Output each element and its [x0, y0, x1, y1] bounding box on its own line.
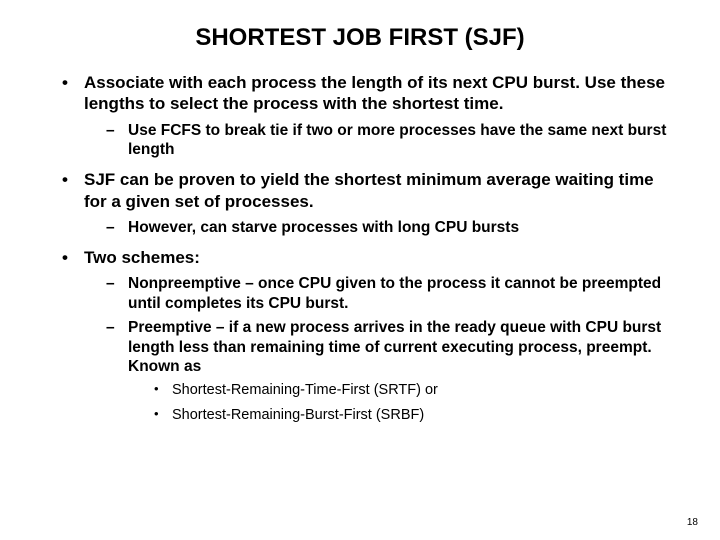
- slide: SHORTEST JOB FIRST (SJF) Associate with …: [0, 0, 720, 540]
- slide-title: SHORTEST JOB FIRST (SJF): [50, 24, 670, 52]
- bullet-text: Associate with each process the length o…: [84, 73, 665, 113]
- bullet-text: However, can starve processes with long …: [128, 219, 519, 236]
- bullet-text: Preemptive – if a new process arrives in…: [128, 319, 661, 375]
- list-item: Associate with each process the length o…: [50, 72, 670, 159]
- bullet-text: SJF can be proven to yield the shortest …: [84, 170, 654, 210]
- bullet-list-level1: Associate with each process the length o…: [50, 72, 670, 425]
- list-item: Shortest-Remaining-Time-First (SRTF) or: [128, 380, 670, 400]
- list-item: Preemptive – if a new process arrives in…: [84, 318, 670, 425]
- list-item: Shortest-Remaining-Burst-First (SRBF): [128, 405, 670, 425]
- list-item: Nonpreemptive – once CPU given to the pr…: [84, 274, 670, 313]
- list-item: However, can starve processes with long …: [84, 218, 670, 237]
- list-item: Two schemes: Nonpreemptive – once CPU gi…: [50, 247, 670, 425]
- bullet-text: Shortest-Remaining-Time-First (SRTF) or: [172, 382, 438, 398]
- bullet-text: Nonpreemptive – once CPU given to the pr…: [128, 275, 661, 311]
- bullet-list-level3: Shortest-Remaining-Time-First (SRTF) or …: [128, 380, 670, 425]
- list-item: SJF can be proven to yield the shortest …: [50, 169, 670, 237]
- bullet-text: Use FCFS to break tie if two or more pro…: [128, 122, 666, 158]
- bullet-text: Two schemes:: [84, 248, 200, 267]
- bullet-list-level2: Nonpreemptive – once CPU given to the pr…: [84, 274, 670, 424]
- bullet-text: Shortest-Remaining-Burst-First (SRBF): [172, 407, 424, 423]
- bullet-list-level2: However, can starve processes with long …: [84, 218, 670, 237]
- list-item: Use FCFS to break tie if two or more pro…: [84, 121, 670, 160]
- page-number: 18: [687, 517, 698, 528]
- bullet-list-level2: Use FCFS to break tie if two or more pro…: [84, 121, 670, 160]
